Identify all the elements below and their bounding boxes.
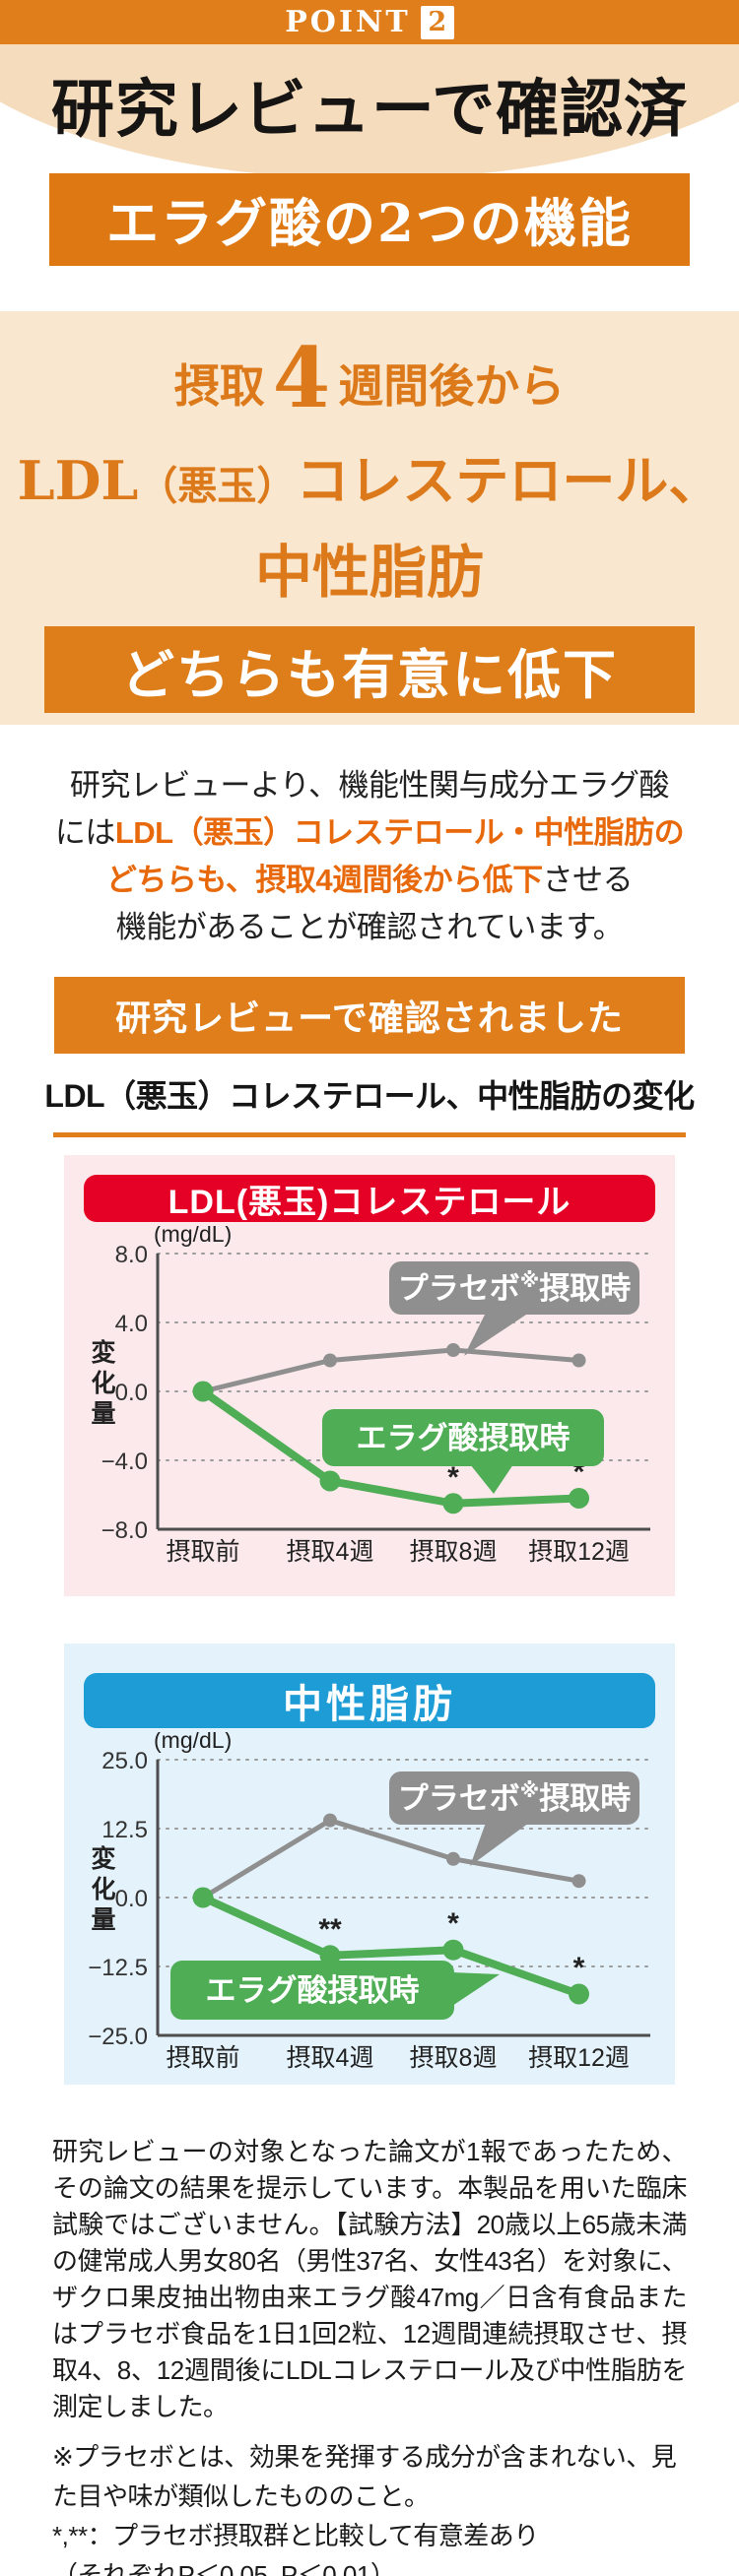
benefit-ldl-label: LDL (17, 449, 139, 512)
chart-title-ldl-text: LDL(悪玉)コレステロール (168, 1183, 571, 1221)
svg-text:(mg/dL): (mg/dL) (154, 1732, 232, 1753)
svg-text:4.0: 4.0 (115, 1311, 148, 1337)
svg-text:摂取4週: 摂取4週 (287, 2044, 374, 2072)
svg-text:摂取12週: 摂取12週 (528, 1538, 630, 1566)
svg-text:摂取前: 摂取前 (166, 1538, 239, 1566)
svg-text:12.5: 12.5 (101, 1817, 148, 1843)
benefit-highlight-box: どちらも有意に低下 (44, 626, 695, 713)
svg-text:8.0: 8.0 (115, 1242, 148, 1268)
svg-text:*: * (573, 1952, 585, 1984)
point-header-bar: POINT 2 (0, 0, 739, 44)
benefit-ldl-paren: （悪玉） (138, 463, 297, 509)
svg-text:量: 量 (91, 1906, 115, 1934)
benefit-cholesterol-label: コレステロール、 (296, 449, 722, 512)
orange-divider (53, 1132, 686, 1137)
chart-panel-ldl: LDL(悪玉)コレステロール 8.0 4.0 0.0 −4.0 −8.0 (mg/dL) 変… (64, 1155, 675, 1596)
description-seg2: には (54, 815, 116, 850)
page-title: 研究レビューで確認済 (50, 73, 689, 147)
review-banner-text: 研究レビューで確認されました (115, 998, 624, 1038)
charts-subtitle: LDL（悪玉）コレステロール、中性脂肪の変化 (44, 1078, 695, 1114)
footnote-significance: *,**：プラセボ摂取群と比較して有意差あり (52, 2521, 539, 2550)
svg-text:摂取4週: 摂取4週 (287, 1538, 374, 1566)
svg-text:−8.0: −8.0 (101, 1517, 148, 1544)
chart-title-triglyceride-text: 中性脂肪 (283, 1683, 456, 1726)
chart-title-triglyceride: 中性脂肪 (84, 1673, 655, 1728)
description-line-2: にはLDL（悪玉）コレステロール・中性脂肪の (54, 815, 685, 850)
function-title-box: エラグ酸の2つの機能 (49, 173, 690, 266)
benefit-line-2: LDL（悪玉）コレステロール、 (0, 435, 739, 532)
svg-text:0.0: 0.0 (115, 1380, 148, 1406)
footnote-placebo: ※プラセボとは、効果を発揮する成分が含まれない、見た目や味が類似したもののこと。 (52, 2442, 677, 2511)
svg-text:プラセボ※摂取時: プラセボ※摂取時 (398, 1270, 631, 1306)
svg-text:エラグ酸摂取時: エラグ酸摂取時 (206, 1973, 420, 2008)
description-seg6: 機能があることが確認されています。 (115, 910, 624, 944)
function-title-text: エラグ酸の2つの機能 (106, 193, 633, 254)
svg-text:摂取12週: 摂取12週 (528, 2044, 630, 2072)
description-seg1: 研究レビューより、機能性関与成分エラグ酸 (69, 768, 670, 803)
description-line-3: どちらも、摂取4週間後から低下させる (105, 863, 634, 897)
svg-text:**: ** (318, 1913, 342, 1946)
description-seg5: させる (542, 863, 634, 897)
benefit-section: 摂取4 週間後から LDL（悪玉）コレステロール、 中性脂肪 どちらも有意に低下 (0, 311, 739, 725)
benefit-highlight-text: どちらも有意に低下 (121, 642, 618, 706)
svg-text:*: * (447, 1907, 459, 1940)
svg-text:変: 変 (91, 1844, 115, 1873)
svg-text:0.0: 0.0 (115, 1886, 148, 1912)
svg-text:化: 化 (91, 1370, 115, 1397)
description-line-1: 研究レビューより、機能性関与成分エラグ酸 (69, 768, 670, 803)
svg-text:化: 化 (91, 1876, 115, 1903)
review-banner: 研究レビューで確認されました (54, 977, 685, 1054)
svg-text:−4.0: −4.0 (101, 1449, 148, 1475)
chart-panel-triglyceride: 中性脂肪 25.0 12.5 0.0 −12.5 −25.0 (mg/dL) 変化量摂取前 摂… (64, 1643, 675, 2085)
svg-text:摂取前: 摂取前 (166, 2044, 239, 2072)
svg-text:摂取8週: 摂取8週 (410, 1538, 498, 1566)
point-number-badge: 2 (420, 5, 454, 39)
hero-section: 研究レビューで確認済 (0, 44, 739, 173)
description-paragraph: 研究レビューより、機能性関与成分エラグ酸 にはLDL（悪玉）コレステロール・中性… (0, 762, 739, 951)
svg-text:25.0: 25.0 (101, 1748, 148, 1774)
svg-text:−25.0: −25.0 (88, 2024, 148, 2050)
benefit-line1-post: 週間後から (338, 359, 566, 413)
svg-text:量: 量 (91, 1400, 115, 1428)
benefit-line-1: 摂取4 週間後から (0, 337, 739, 435)
svg-text:*: * (447, 1461, 459, 1494)
svg-text:(mg/dL): (mg/dL) (154, 1226, 232, 1247)
benefit-week-number: 4 (272, 329, 331, 426)
svg-text:エラグ酸摂取時: エラグ酸摂取時 (357, 1421, 571, 1455)
description-seg4-highlight: どちらも、摂取4週間後から低下 (105, 863, 543, 897)
point-label: POINT (285, 5, 411, 39)
svg-text:−12.5: −12.5 (88, 1955, 148, 1981)
description-line-4: 機能があることが確認されています。 (115, 910, 624, 944)
footnote-methodology: 研究レビューの対象となった論文が1報であったため、その論文の結果を提示しています… (52, 2137, 688, 2421)
footnote-block: ※プラセボとは、効果を発揮する成分が含まれない、見た目や味が類似したもののこと。… (52, 2437, 687, 2576)
chart-title-ldl: LDL(悪玉)コレステロール (84, 1175, 655, 1222)
benefit-line1-pre: 摂取 (173, 359, 265, 413)
footnote-pvalues: （それぞれP＜0.05, P＜0.01） (52, 2560, 396, 2576)
svg-text:変: 変 (91, 1338, 115, 1367)
svg-text:摂取8週: 摂取8週 (410, 2044, 498, 2072)
svg-text:プラセボ※摂取時: プラセボ※摂取時 (398, 1780, 631, 1816)
description-seg3-highlight: LDL（悪玉）コレステロール・中性脂肪の (114, 815, 685, 850)
benefit-line-3: 中性脂肪 (254, 539, 484, 606)
